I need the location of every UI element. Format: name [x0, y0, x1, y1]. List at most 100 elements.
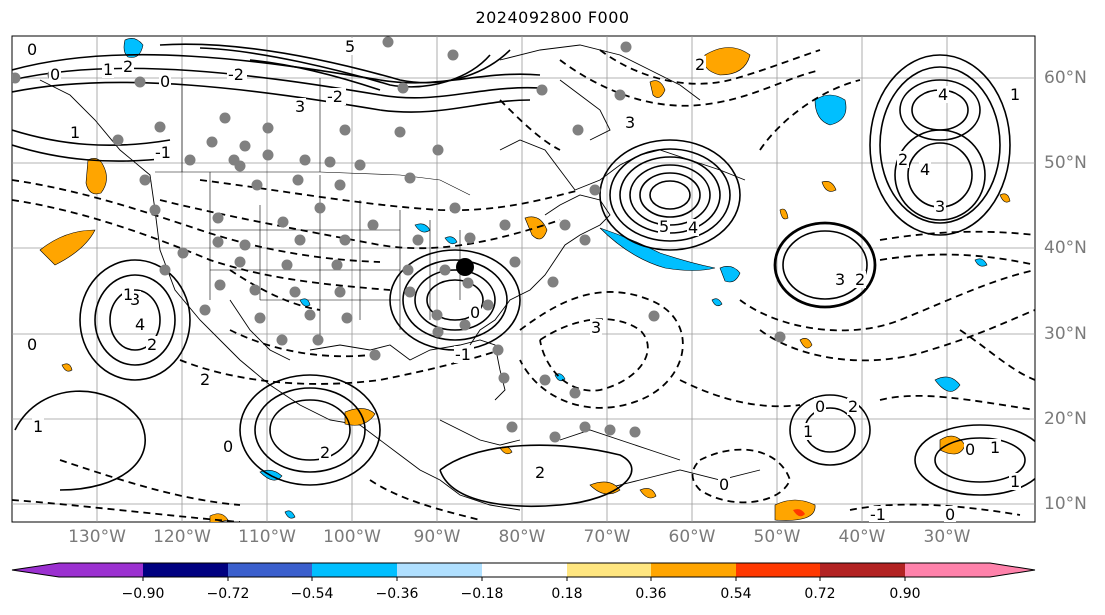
- contour-label-bg: [32, 418, 44, 435]
- graticule: [12, 36, 1035, 522]
- lon-label: 90°W: [413, 527, 461, 547]
- lon-label: 110°W: [238, 527, 296, 547]
- contour-label: 0: [719, 475, 729, 494]
- shading-strong-positive: [793, 509, 805, 517]
- contour-label-bg: [26, 41, 38, 58]
- lat-label: 10°N: [1044, 494, 1087, 514]
- contour-label-bg: [944, 506, 956, 522]
- contour-label: 0: [160, 72, 170, 91]
- colorbar-tick-label: −0.72: [206, 586, 250, 602]
- contour-label: 0: [27, 40, 37, 59]
- contour-label: 5: [659, 217, 669, 236]
- contour-label: 5: [345, 37, 355, 56]
- contour-label-bg: [718, 476, 730, 493]
- contour-label: -1: [870, 505, 886, 524]
- political-borders: [155, 78, 471, 340]
- contour-label-bg: [319, 444, 331, 461]
- colorbar-segment: [905, 563, 990, 577]
- colorbar-extend-low: [12, 563, 59, 577]
- contour-label-bg: [49, 66, 61, 83]
- contour-label: 1: [803, 422, 813, 441]
- colorbar-tick-label: 0.36: [635, 586, 667, 602]
- contour-label-bg: [469, 304, 481, 321]
- contour-label: 2: [147, 335, 157, 354]
- contour-label-bg: [658, 218, 670, 235]
- contour-label-bg: [159, 73, 171, 90]
- station-dots: [12, 36, 786, 443]
- lon-label: 130°W: [68, 527, 126, 547]
- contour-label-bg: [919, 161, 931, 178]
- contour-label: 1: [123, 285, 133, 304]
- contour-label: 0: [965, 440, 975, 459]
- contour-label-bg: [834, 271, 846, 288]
- contour-label: 2: [848, 397, 858, 416]
- contour-label: 4: [688, 218, 698, 237]
- contour-label-bg: [869, 506, 889, 522]
- contour-label-bg: [26, 336, 38, 353]
- contour-label: 3: [130, 290, 140, 309]
- contour-label: 0: [50, 65, 60, 84]
- contour-label: 2: [695, 55, 705, 74]
- contour-label-bg: [122, 286, 134, 303]
- colorbar-segment: [312, 563, 397, 577]
- contour-label-bg: [102, 61, 114, 78]
- contour-label: 3: [295, 97, 305, 116]
- contour-label-bg: [454, 346, 474, 363]
- solid-contours: [12, 43, 1035, 508]
- contour-label-bg: [590, 319, 602, 336]
- contour-label: 2: [535, 463, 545, 482]
- contour-label: 0: [223, 437, 233, 456]
- contour-label: 1: [1010, 472, 1020, 491]
- contour-label: 0: [470, 303, 480, 322]
- colorbar-segment: [228, 563, 312, 577]
- colorbar-tick-label: −0.90: [121, 586, 165, 602]
- contour-label: 2: [123, 57, 133, 76]
- colorbar-outline: [11, 562, 1036, 578]
- contour-label: 0: [945, 505, 955, 524]
- contour-label-bg: [934, 198, 946, 215]
- contour-label: 4: [920, 160, 930, 179]
- contour-label: 0: [27, 335, 37, 354]
- lat-label: 60°N: [1044, 68, 1087, 88]
- contour-label: 2: [320, 443, 330, 462]
- contour-label-bg: [687, 219, 699, 236]
- lon-label: 100°W: [323, 527, 381, 547]
- contour-label-bg: [1009, 473, 1021, 490]
- lon-label: 120°W: [153, 527, 211, 547]
- colorbar-extend-high: [990, 563, 1035, 577]
- map-title: 2024092800 F000: [475, 8, 630, 27]
- contour-label: 3: [625, 113, 635, 132]
- contour-label: 1: [1010, 85, 1020, 104]
- contour-label-bg: [937, 86, 949, 103]
- contour-label-bg: [227, 66, 247, 83]
- colorbar: [11, 562, 1036, 581]
- lon-label: 70°W: [583, 527, 631, 547]
- contour-label: -1: [455, 345, 471, 364]
- contour-label-bg: [344, 38, 356, 55]
- contour-label-bg: [847, 398, 859, 415]
- colorbar-segment: [736, 563, 820, 577]
- lon-label: 60°W: [668, 527, 716, 547]
- contour-label-bg: [694, 56, 706, 73]
- contour-label: 1: [990, 438, 1000, 457]
- contour-label-bg: [802, 423, 814, 440]
- station-dot-highlight: [456, 258, 474, 276]
- contour-label: 1: [33, 417, 43, 436]
- contour-label: 3: [591, 318, 601, 337]
- lon-label: 50°W: [753, 527, 801, 547]
- contour-label: 3: [935, 197, 945, 216]
- contour-label-bg: [854, 271, 866, 288]
- contour-label: 2: [200, 370, 210, 389]
- contour-label-bg: [326, 88, 346, 105]
- contour-label: 4: [135, 315, 145, 334]
- colorbar-segment: [397, 563, 482, 577]
- contour-label-bg: [294, 98, 306, 115]
- contour-label: 4: [938, 85, 948, 104]
- contour-label-bg: [964, 441, 976, 458]
- contour-label-bg: [122, 58, 134, 75]
- contour-label-bg: [989, 439, 1001, 456]
- colorbar-segment: [651, 563, 736, 577]
- lat-label: 40°N: [1044, 238, 1087, 258]
- contour-label-bg: [1009, 86, 1021, 103]
